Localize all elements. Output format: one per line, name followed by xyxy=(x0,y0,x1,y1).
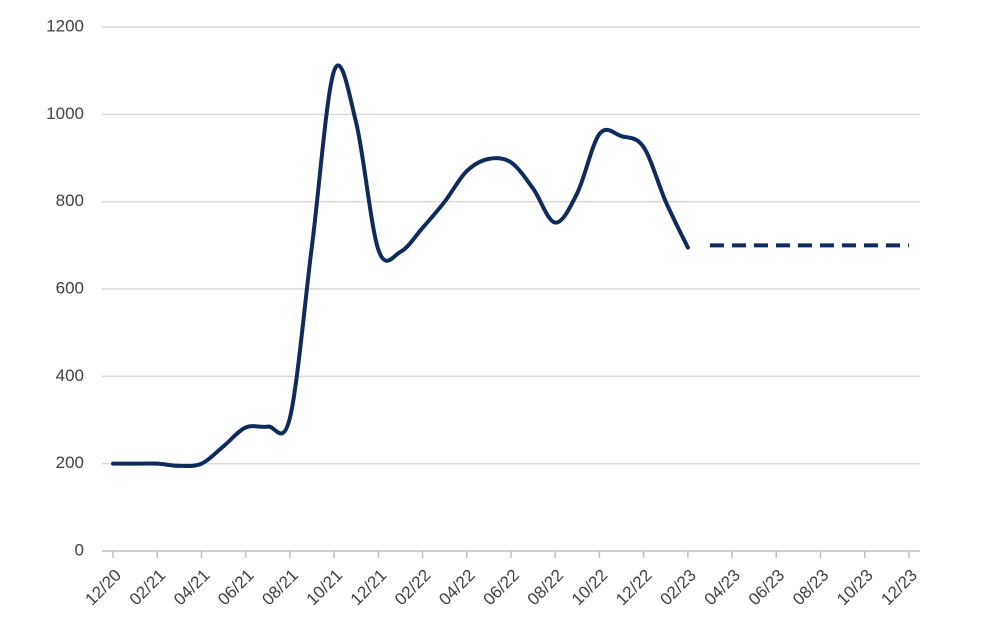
x-tick-label: 10/23 xyxy=(833,566,877,610)
x-tick-label: 06/21 xyxy=(214,566,258,610)
x-tick-label: 08/22 xyxy=(524,566,568,610)
y-tick-label: 1200 xyxy=(46,16,84,35)
x-tick-label: 08/21 xyxy=(258,566,302,610)
y-tick-label: 400 xyxy=(56,366,84,385)
y-tick-label: 1000 xyxy=(46,104,84,123)
x-tick-label: 10/22 xyxy=(568,566,612,610)
x-tick-label: 02/23 xyxy=(656,566,700,610)
data-line xyxy=(111,63,690,469)
x-tick-label: 04/21 xyxy=(170,566,214,610)
x-tick-label: 12/20 xyxy=(82,566,126,610)
x-tick-label: 12/21 xyxy=(347,566,391,610)
y-tick-label: 0 xyxy=(75,540,84,559)
x-tick-label: 12/22 xyxy=(612,566,656,610)
x-tick-label: 02/22 xyxy=(391,566,435,610)
x-tick-label: 06/23 xyxy=(745,566,789,610)
x-tick-label: 10/21 xyxy=(303,566,347,610)
x-tick-label: 06/22 xyxy=(479,566,523,610)
x-tick-label: 04/23 xyxy=(701,566,745,610)
x-tick-label: 12/23 xyxy=(877,566,921,610)
y-tick-label: 200 xyxy=(56,453,84,472)
y-tick-label: 600 xyxy=(56,278,84,297)
x-tick-label: 02/21 xyxy=(126,566,170,610)
y-tick-label: 800 xyxy=(56,191,84,210)
x-tick-label: 08/23 xyxy=(789,566,833,610)
x-tick-label: 04/22 xyxy=(435,566,479,610)
